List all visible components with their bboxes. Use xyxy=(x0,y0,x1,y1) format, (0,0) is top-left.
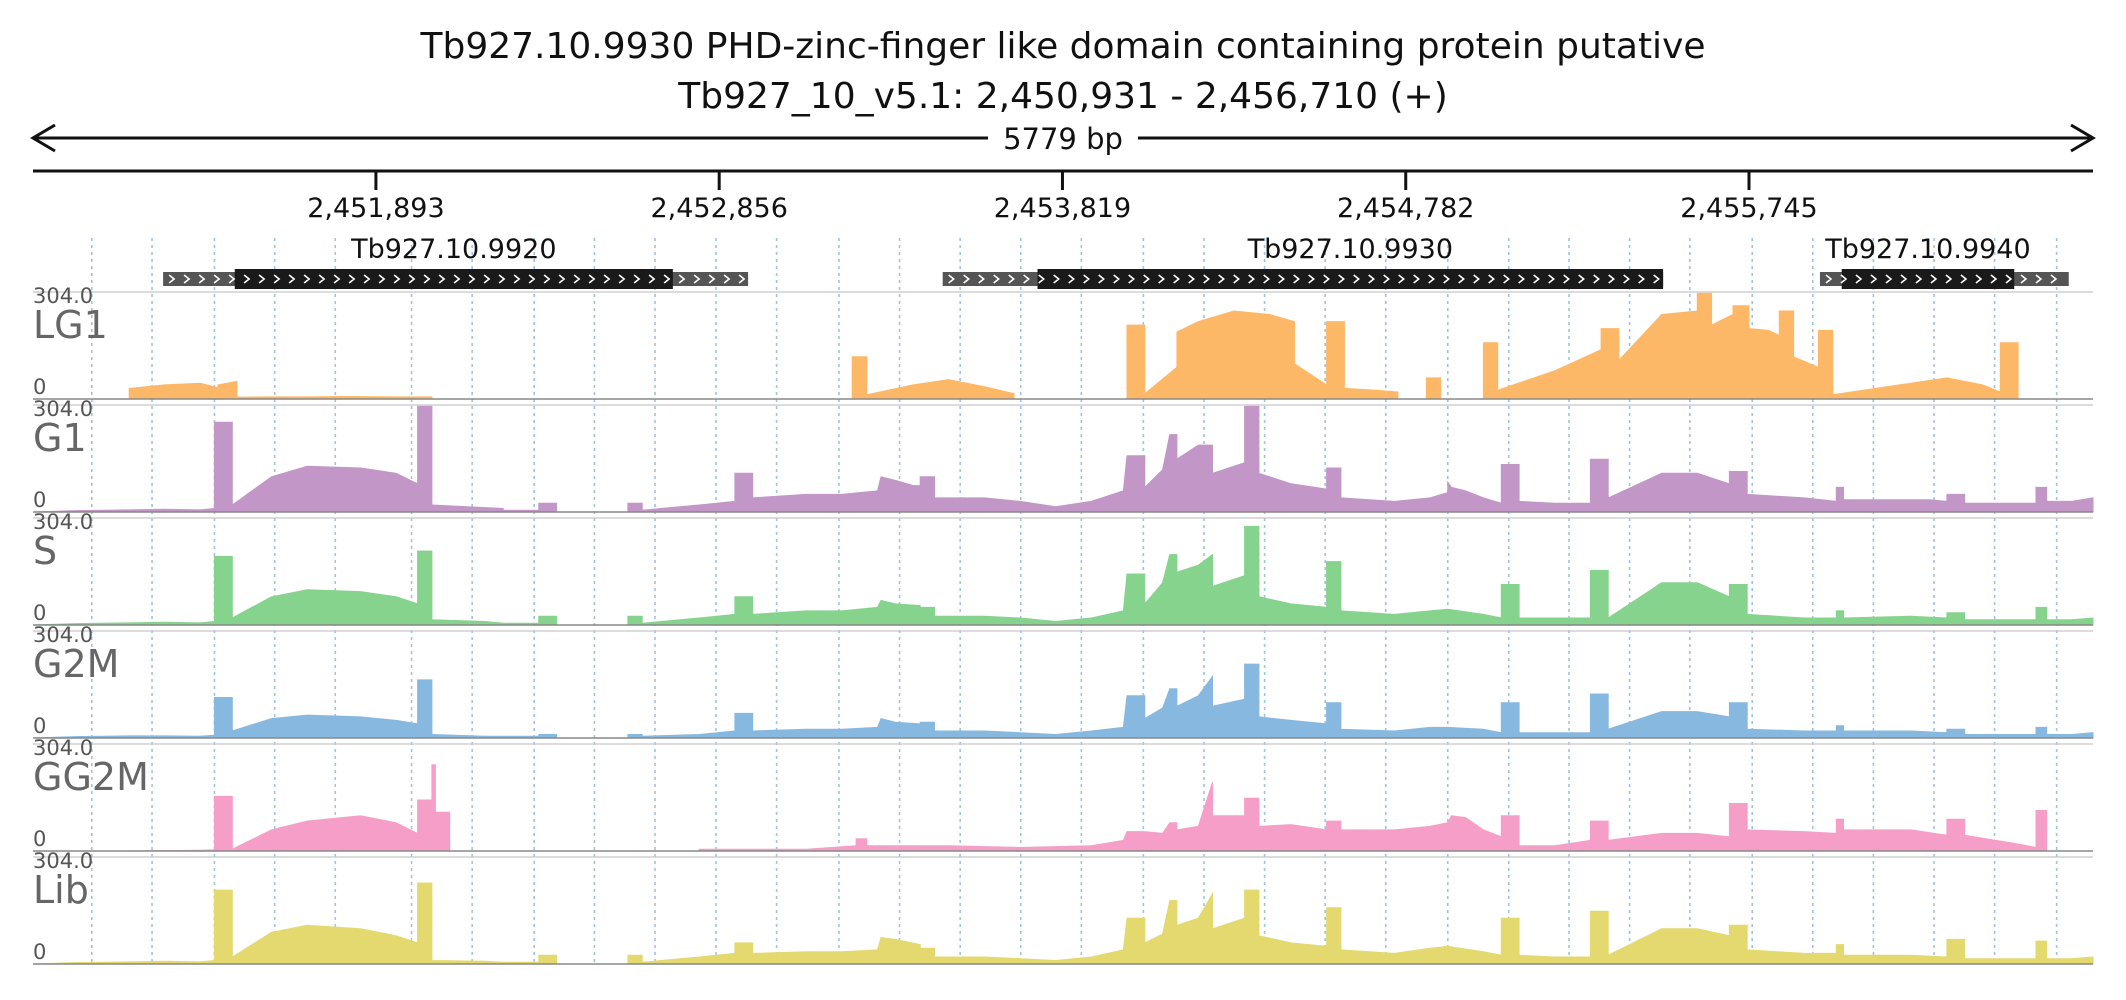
coverage-area xyxy=(33,292,2093,400)
gene-cds-bar xyxy=(234,269,673,289)
track-name-label: G2M xyxy=(33,642,119,686)
gene-strand-chevrons xyxy=(1825,274,2058,284)
coverage-area xyxy=(32,405,2094,513)
gene-cds-bar xyxy=(1841,269,2015,289)
ruler-ticks: 2,451,893 2,452,856 2,453,819 2,454,782 2,45… xyxy=(307,171,1818,224)
track-min-label: 0 xyxy=(33,940,46,964)
track-max-label: 304.0 xyxy=(33,736,93,760)
ruler-tick-label: 2,452,856 xyxy=(650,193,787,224)
gene-label: Tb927.10.9930 xyxy=(1247,234,1453,265)
coverage-area xyxy=(32,663,2094,739)
ruler-tick-label: 2,453,819 xyxy=(994,193,1131,224)
span-arrow-left-head xyxy=(30,123,56,153)
coverage-tracks: 304.00LG1304.00G1304.00S304.00G2M304.00G… xyxy=(32,284,2094,965)
track-max-label: 304.0 xyxy=(33,623,93,647)
track-name-label: GG2M xyxy=(33,755,149,799)
figure-subtitle: Tb927_10_v5.1: 2,450,931 - 2,456,710 (+) xyxy=(677,76,1448,117)
span-arrow-right-head xyxy=(2070,123,2096,153)
track-max-label: 304.0 xyxy=(33,284,93,308)
track-max-label: 304.0 xyxy=(33,849,93,873)
track-min-label: 0 xyxy=(33,375,46,399)
track-name-label: LG1 xyxy=(33,303,108,347)
gene-label: Tb927.10.9940 xyxy=(1824,234,2030,265)
coverage-area xyxy=(32,525,2094,626)
track-max-label: 304.0 xyxy=(33,510,93,534)
track-min-label: 0 xyxy=(33,714,46,738)
gene-cds-bar xyxy=(1037,269,1664,289)
gene-strand-chevrons xyxy=(168,274,746,284)
track-min-label: 0 xyxy=(33,488,46,512)
gene-strand-chevrons xyxy=(948,274,1660,284)
coverage-area xyxy=(32,882,2094,965)
ruler-tick-label: 2,451,893 xyxy=(307,193,444,224)
track-min-label: 0 xyxy=(33,827,46,851)
gene-track: Tb927.10.9920 Tb927.10.9930 Tb927.10.9940 xyxy=(163,234,2069,289)
track-name-label: Lib xyxy=(33,868,89,912)
gene-label: Tb927.10.9920 xyxy=(350,234,556,265)
track-name-label: S xyxy=(33,529,57,573)
span-label: 5779 bp xyxy=(1003,122,1123,156)
span-arrow: 5779 bp xyxy=(30,120,2096,156)
figure-title: Tb927.10.9930 PHD-zinc-finger like domai… xyxy=(419,26,1705,67)
ruler-tick-label: 2,454,782 xyxy=(1337,193,1474,224)
ruler-tick-label: 2,455,745 xyxy=(1680,193,1817,224)
track-name-label: G1 xyxy=(33,416,87,460)
track-min-label: 0 xyxy=(33,601,46,625)
track-max-label: 304.0 xyxy=(33,397,93,421)
coverage-area xyxy=(33,764,2093,852)
